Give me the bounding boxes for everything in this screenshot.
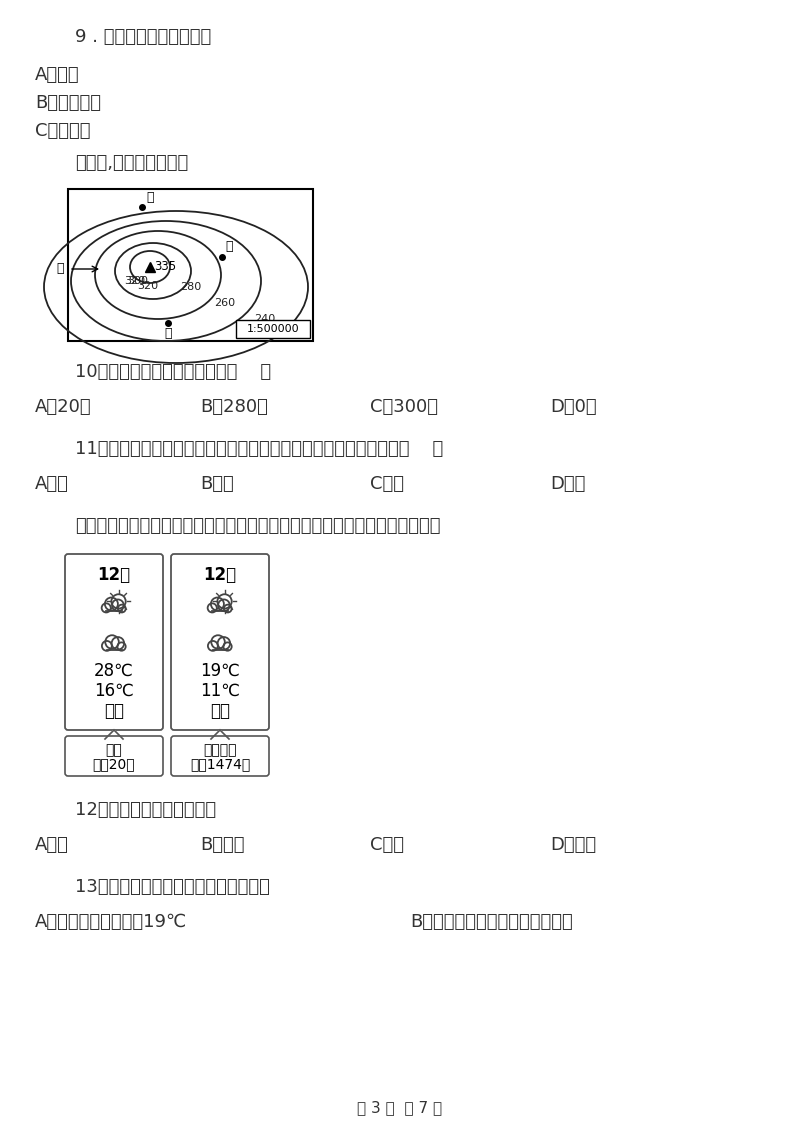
Text: 11．从甲、乙、丙、丁四处出发爬到山顶，难度（费力）最大的是（    ）: 11．从甲、乙、丙、丁四处出发爬到山顶，难度（费力）最大的是（ ）	[75, 440, 443, 458]
Text: 19℃: 19℃	[200, 662, 240, 680]
Text: B．多云: B．多云	[200, 837, 245, 854]
Text: C．阴: C．阴	[370, 837, 404, 854]
Text: 下图为某日江西省九江市和庐山风景区天气预报的截图。读图完成下面小题。: 下图为某日江西省九江市和庐山风景区天气预报的截图。读图完成下面小题。	[75, 517, 441, 535]
Text: D．丁: D．丁	[550, 475, 586, 494]
FancyBboxPatch shape	[171, 554, 269, 730]
Text: 12．该日两地的天气状况是: 12．该日两地的天气状况是	[75, 801, 216, 818]
Text: C．南极圈: C．南极圈	[35, 122, 90, 140]
Text: C．300米: C．300米	[370, 398, 438, 415]
Text: 335: 335	[154, 259, 176, 273]
Text: A．赤道: A．赤道	[35, 66, 80, 84]
Text: 9 . 划分南北半球的界线是: 9 . 划分南北半球的界线是	[75, 28, 211, 46]
Text: 10．甲、乙两地的相对高度是（    ）: 10．甲、乙两地的相对高度是（ ）	[75, 363, 271, 381]
Text: 庐山景区: 庐山景区	[203, 743, 237, 757]
Text: 丁: 丁	[225, 240, 233, 252]
Text: D．0米: D．0米	[550, 398, 597, 415]
Text: 13．下列关于两地气温的叙述正确的是: 13．下列关于两地气温的叙述正确的是	[75, 878, 270, 897]
Text: 乙: 乙	[146, 191, 154, 204]
Text: 320: 320	[138, 281, 158, 291]
Bar	[236, 320, 310, 338]
Text: A．甲: A．甲	[35, 475, 69, 494]
Bar	[68, 189, 313, 341]
Text: 海拔1474米: 海拔1474米	[190, 757, 250, 771]
Text: 微风: 微风	[104, 702, 124, 720]
Text: 丙: 丙	[164, 327, 172, 340]
FancyBboxPatch shape	[65, 736, 163, 777]
Text: 280: 280	[180, 282, 202, 292]
Text: 260: 260	[214, 298, 235, 308]
Text: B．乙: B．乙	[200, 475, 234, 494]
Text: 320: 320	[124, 276, 145, 286]
Text: B．北回归线: B．北回归线	[35, 94, 101, 112]
FancyBboxPatch shape	[65, 554, 163, 730]
Text: A．晴: A．晴	[35, 837, 69, 854]
Polygon shape	[105, 730, 123, 739]
Text: 读下图,完成后面小题：: 读下图,完成后面小题：	[75, 154, 188, 172]
Text: 16℃: 16℃	[94, 681, 134, 700]
Text: 28℃: 28℃	[94, 662, 134, 680]
Text: 12日: 12日	[203, 566, 237, 584]
FancyBboxPatch shape	[171, 736, 269, 777]
Text: 11℃: 11℃	[200, 681, 240, 700]
Text: B．庐山风景区最高气温高于九江: B．庐山风景区最高气温高于九江	[410, 914, 573, 931]
Text: 九江: 九江	[106, 743, 122, 757]
Text: C．丙: C．丙	[370, 475, 404, 494]
Text: 海拔20米: 海拔20米	[93, 757, 135, 771]
Polygon shape	[211, 730, 229, 739]
Text: 甲: 甲	[57, 263, 64, 275]
Text: 微风: 微风	[210, 702, 230, 720]
Text: 240: 240	[254, 314, 275, 324]
Text: B．280米: B．280米	[200, 398, 268, 415]
Text: D．小雨: D．小雨	[550, 837, 596, 854]
Text: 1:500000: 1:500000	[246, 324, 299, 334]
Text: 12日: 12日	[98, 566, 130, 584]
Text: 第 3 页  共 7 页: 第 3 页 共 7 页	[358, 1100, 442, 1115]
Text: A．九江的最高气温是19℃: A．九江的最高气温是19℃	[35, 914, 187, 931]
Text: 300: 300	[127, 276, 148, 286]
Text: A．20米: A．20米	[35, 398, 92, 415]
